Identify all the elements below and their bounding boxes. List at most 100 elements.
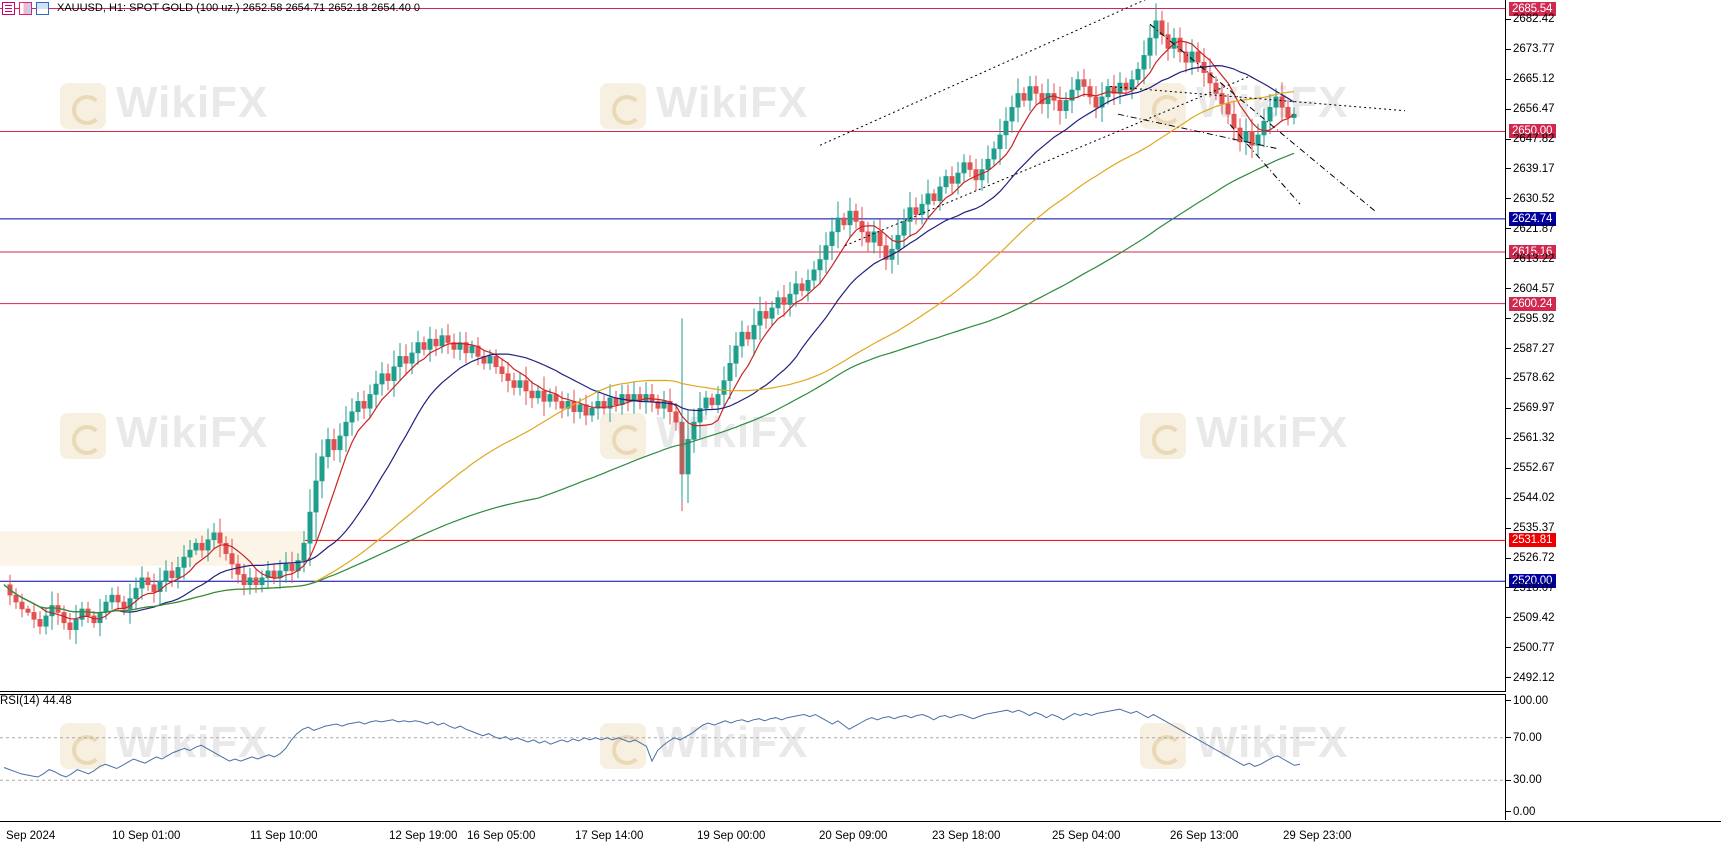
price-tick-label: 2526.72	[1513, 552, 1555, 565]
price-tick-label: 2569.97	[1513, 402, 1555, 415]
time-tick-label: 19 Sep 00:00	[697, 830, 766, 842]
time-tick-label: 17 Sep 14:00	[575, 830, 644, 842]
time-axis[interactable]: Sep 2024 10 Sep 01:00 11 Sep 10:00 12 Sep 1…	[0, 821, 1721, 857]
price-tick-label: 2621.87	[1513, 222, 1555, 235]
price-tick: 2613.22	[1506, 252, 1555, 265]
tick-mark-icon	[1506, 377, 1511, 379]
price-tick: 2673.77	[1506, 43, 1555, 56]
time-tick-label: 12 Sep 19:00	[389, 830, 458, 842]
tick-mark-icon	[1506, 78, 1511, 80]
price-tick-label: 2578.62	[1513, 372, 1555, 385]
time-tick-label: 16 Sep 05:00	[467, 830, 536, 842]
price-tick: 2630.52	[1506, 192, 1555, 205]
tick-mark-icon	[1506, 288, 1511, 290]
price-tick-label: 2492.12	[1513, 671, 1555, 684]
chart-toggle-icon[interactable]	[19, 1, 32, 15]
price-tick: 2647.82	[1506, 133, 1555, 146]
pane-divider-top	[0, 691, 1505, 692]
price-tick: 2621.87	[1506, 222, 1555, 235]
price-level-badge[interactable]: 2531.81	[1509, 533, 1557, 548]
price-axis[interactable]: 2685.54 2682.42 2673.77 2665.12 2656.47 2650.…	[1505, 0, 1721, 692]
tick-mark-icon	[1506, 258, 1511, 260]
price-tick: 2561.32	[1506, 432, 1555, 445]
price-level-badge[interactable]: 2685.54	[1509, 1, 1557, 16]
time-tick-label: 20 Sep 09:00	[819, 830, 888, 842]
rsi-chart-pane[interactable]	[0, 694, 1505, 820]
time-tick-label: 29 Sep 23:00	[1283, 830, 1352, 842]
tick-mark-icon	[1506, 527, 1511, 529]
price-tick: 2578.62	[1506, 372, 1555, 385]
tick-mark-icon	[1506, 737, 1511, 739]
price-tick-label: 2639.17	[1513, 162, 1555, 175]
tick-mark-icon	[1506, 348, 1511, 350]
rsi-tick: 100.00	[1506, 694, 1548, 707]
price-tick: 2595.92	[1506, 312, 1555, 325]
time-tick-label: Sep 2024	[6, 830, 56, 842]
tick-mark-icon	[1506, 497, 1511, 499]
price-tick: 2509.42	[1506, 611, 1555, 624]
rsi-tick-label: 30.00	[1513, 774, 1542, 787]
tick-mark-icon	[1506, 811, 1511, 812]
price-tick-label: 2535.37	[1513, 522, 1555, 535]
tick-mark-icon	[1506, 108, 1511, 110]
tick-mark-icon	[1506, 138, 1511, 140]
price-tick: 2535.37	[1506, 522, 1555, 535]
price-level-badge[interactable]: 2650.00	[1509, 124, 1557, 139]
price-tick-label: 2595.92	[1513, 312, 1555, 325]
rsi-plot	[0, 708, 1505, 781]
price-tick-label: 2561.32	[1513, 432, 1555, 445]
price-tick-label: 2587.27	[1513, 342, 1555, 355]
price-tick: 2500.77	[1506, 641, 1555, 654]
price-tick: 2552.67	[1506, 462, 1555, 475]
rsi-tick: 70.00	[1506, 731, 1542, 744]
price-level-badge[interactable]: 2624.74	[1509, 211, 1557, 226]
price-tick-label: 2509.42	[1513, 611, 1555, 624]
tick-mark-icon	[1506, 198, 1511, 200]
price-tick: 2665.12	[1506, 73, 1555, 86]
rsi-axis[interactable]: 100.00 70.00 30.00 0.00	[1505, 694, 1721, 820]
tick-mark-icon	[1506, 700, 1511, 701]
price-tick-label: 2673.77	[1513, 43, 1555, 56]
tick-mark-icon	[1506, 18, 1511, 20]
price-level-badge[interactable]: 2600.24	[1509, 296, 1557, 311]
tick-mark-icon	[1506, 407, 1511, 409]
time-tick-label: 25 Sep 04:00	[1052, 830, 1121, 842]
price-tick: 2526.72	[1506, 552, 1555, 565]
price-tick-label: 2604.57	[1513, 282, 1555, 295]
price-level-badge[interactable]: 2615.16	[1509, 245, 1557, 260]
price-plot	[0, 0, 1505, 644]
price-tick: 2656.47	[1506, 103, 1555, 116]
rsi-tick-label: 70.00	[1513, 731, 1542, 744]
rsi-tick-label: 0.00	[1513, 805, 1536, 818]
symbol-ohlc-label: XAUUSD, H1: SPOT GOLD (100 uz.) 2652.58 …	[57, 2, 421, 14]
time-tick-label: 23 Sep 18:00	[932, 830, 1001, 842]
time-tick-label: 26 Sep 13:00	[1170, 830, 1239, 842]
price-level-badge[interactable]: 2520.00	[1509, 574, 1557, 589]
price-tick-label: 2656.47	[1513, 103, 1555, 116]
price-tick: 2639.17	[1506, 162, 1555, 175]
price-tick-label: 2518.07	[1513, 581, 1555, 594]
tick-mark-icon	[1506, 587, 1511, 589]
price-tick: 2518.07	[1506, 581, 1555, 594]
tick-mark-icon	[1506, 647, 1511, 649]
price-tick: 2682.42	[1506, 13, 1555, 26]
tick-mark-icon	[1506, 228, 1511, 230]
rsi-title: RSI(14) 44.48	[0, 695, 72, 707]
tick-mark-icon	[1506, 557, 1511, 559]
candle-icon[interactable]	[36, 1, 49, 15]
tick-mark-icon	[1506, 467, 1511, 469]
tick-mark-icon	[1506, 617, 1511, 619]
price-tick-label: 2544.02	[1513, 492, 1555, 505]
price-tick: 2569.97	[1506, 402, 1555, 415]
price-chart-pane[interactable]	[0, 0, 1505, 692]
tick-mark-icon	[1506, 779, 1511, 781]
list-icon[interactable]	[2, 1, 15, 15]
chart-header: XAUUSD, H1: SPOT GOLD (100 uz.) 2652.58 …	[0, 0, 420, 16]
price-tick-label: 2630.52	[1513, 192, 1555, 205]
rsi-tick: 0.00	[1506, 805, 1535, 818]
rsi-tick: 30.00	[1506, 774, 1542, 787]
time-tick-label: 11 Sep 10:00	[250, 830, 318, 842]
tick-mark-icon	[1506, 168, 1511, 170]
tick-mark-icon	[1506, 48, 1511, 50]
